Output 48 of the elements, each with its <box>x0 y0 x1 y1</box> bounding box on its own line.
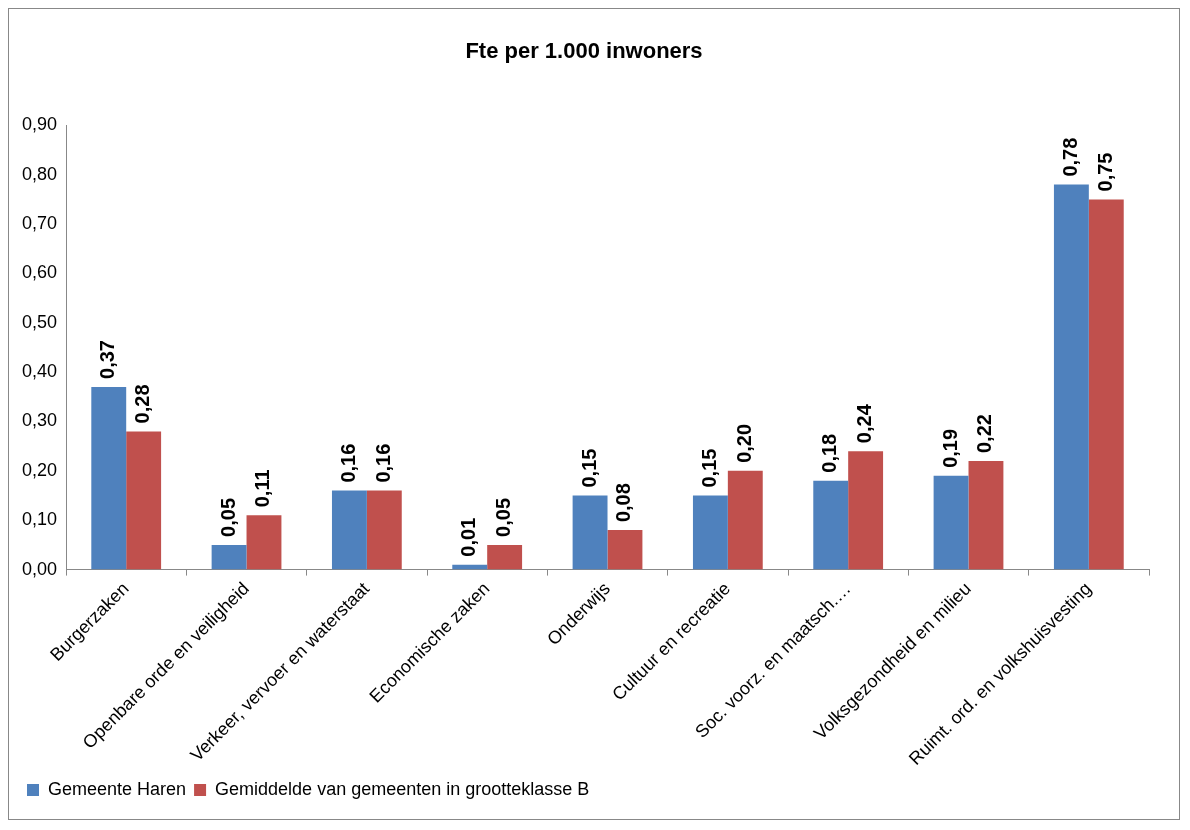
y-tick-label: 0,60 <box>21 262 58 283</box>
bar <box>813 480 849 570</box>
bar <box>607 530 643 570</box>
y-tick-label: 0,50 <box>21 311 58 332</box>
data-label: 0,22 <box>973 414 996 453</box>
data-label: 0,16 <box>371 443 394 483</box>
data-label: 0,11 <box>251 469 274 508</box>
data-label: 0,08 <box>612 483 635 523</box>
y-tick-label: 0,30 <box>21 410 58 431</box>
bar <box>933 475 969 570</box>
chart-title: Fte per 1.000 inwoners <box>465 38 703 64</box>
data-label: 0,37 <box>96 340 119 379</box>
data-label: 0,16 <box>336 443 359 483</box>
bar <box>246 515 282 570</box>
data-label: 0,05 <box>492 497 515 537</box>
legend-label: Gemiddelde van gemeenten in grootteklasse B <box>215 778 590 799</box>
data-label: 0,75 <box>1093 152 1116 192</box>
y-tick-label: 0,40 <box>21 361 58 382</box>
y-tick-label: 0,70 <box>21 213 58 234</box>
y-tick-label: 0,80 <box>21 163 58 184</box>
bar <box>848 451 884 570</box>
bar <box>968 461 1004 570</box>
bar <box>692 495 728 570</box>
bar <box>1088 199 1124 570</box>
bar <box>211 544 247 570</box>
y-tick-label: 0,10 <box>21 509 58 530</box>
bar <box>331 490 367 570</box>
bar <box>126 431 162 570</box>
data-label: 0,20 <box>732 423 755 463</box>
data-label: 0,05 <box>216 497 239 537</box>
legend-label: Gemeente Haren <box>48 778 187 799</box>
data-label: 0,18 <box>818 433 841 473</box>
data-label: 0,24 <box>853 403 876 444</box>
data-label: 0,15 <box>577 448 600 488</box>
bar <box>572 495 608 570</box>
bar <box>487 544 523 570</box>
y-tick-label: 0,90 <box>21 114 58 135</box>
y-tick-label: 0,00 <box>21 558 58 579</box>
bar <box>1053 184 1089 570</box>
data-label: 0,19 <box>938 428 961 468</box>
data-label: 0,78 <box>1058 137 1081 177</box>
bar <box>91 386 127 570</box>
data-label: 0,28 <box>131 384 154 424</box>
bar <box>727 470 763 570</box>
data-label: 0,15 <box>697 448 720 488</box>
bar <box>366 490 402 570</box>
y-tick-label: 0,20 <box>21 459 58 480</box>
data-label: 0,01 <box>457 517 480 557</box>
